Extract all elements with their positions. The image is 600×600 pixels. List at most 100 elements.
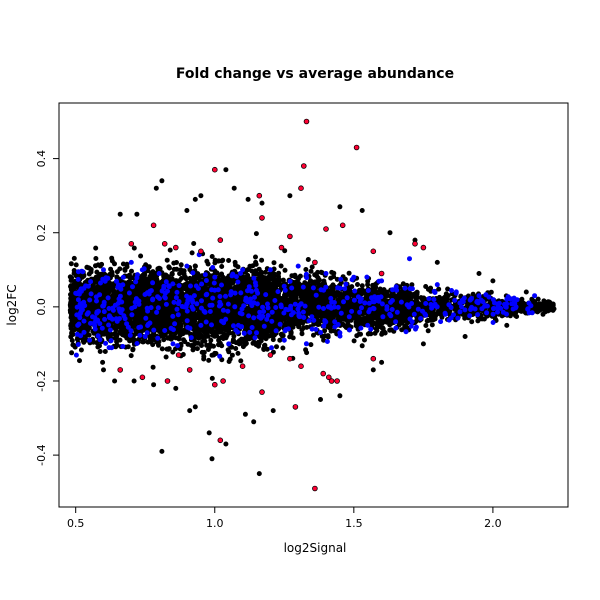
data-point xyxy=(279,333,285,339)
data-point xyxy=(140,339,146,345)
data-point xyxy=(226,349,232,355)
data-point xyxy=(255,339,261,345)
data-point xyxy=(346,270,352,276)
data-point xyxy=(308,268,314,274)
data-point xyxy=(292,274,298,280)
data-point xyxy=(418,295,424,301)
data-point xyxy=(69,350,75,356)
data-point xyxy=(259,257,265,263)
data-point xyxy=(359,343,365,349)
data-point xyxy=(201,353,207,359)
data-point xyxy=(388,327,394,333)
data-point xyxy=(310,332,316,338)
data-point xyxy=(200,338,206,344)
data-point xyxy=(436,286,442,292)
data-point xyxy=(183,329,189,335)
data-point xyxy=(277,337,283,343)
data-point xyxy=(210,343,216,349)
data-point xyxy=(188,342,194,348)
data-point xyxy=(100,359,106,365)
data-point xyxy=(325,334,331,340)
data-point xyxy=(469,319,475,325)
data-point xyxy=(183,276,189,282)
data-point xyxy=(161,337,167,343)
data-point xyxy=(282,248,288,254)
data-point xyxy=(367,330,373,336)
data-point xyxy=(189,250,195,256)
data-point xyxy=(488,289,494,295)
data-point xyxy=(276,270,282,276)
data-point xyxy=(282,267,288,273)
data-point xyxy=(77,358,83,364)
data-point xyxy=(238,358,244,364)
data-point xyxy=(216,337,222,343)
data-point xyxy=(166,265,172,271)
data-point xyxy=(97,348,103,354)
data-point xyxy=(138,253,144,259)
data-point xyxy=(226,257,232,263)
chart-title: Fold change vs average abundance xyxy=(176,66,454,82)
data-point xyxy=(164,257,170,263)
data-point xyxy=(359,283,365,289)
data-point xyxy=(351,338,357,344)
data-point xyxy=(278,263,284,269)
data-point xyxy=(78,347,84,353)
data-point xyxy=(111,331,117,337)
data-point xyxy=(190,347,196,353)
data-point xyxy=(423,283,429,289)
data-point xyxy=(204,342,210,348)
data-point xyxy=(229,352,235,358)
data-point xyxy=(399,327,405,333)
data-point xyxy=(361,337,367,343)
data-point xyxy=(256,266,262,272)
data-point xyxy=(535,296,541,302)
data-point xyxy=(301,325,307,331)
data-point xyxy=(308,342,314,348)
data-point xyxy=(93,245,99,251)
data-point xyxy=(69,337,75,343)
data-point xyxy=(150,364,156,370)
data-point xyxy=(171,334,177,340)
data-point xyxy=(219,343,225,349)
data-point xyxy=(209,352,215,358)
data-point xyxy=(95,262,101,268)
data-point xyxy=(236,341,242,347)
points-layer xyxy=(67,118,557,492)
data-point xyxy=(128,268,134,274)
data-point xyxy=(69,330,75,336)
data-point xyxy=(354,281,360,287)
data-point xyxy=(315,275,321,281)
data-point xyxy=(280,345,286,351)
data-point xyxy=(475,318,481,324)
data-point xyxy=(305,256,311,262)
data-point xyxy=(470,291,476,297)
data-point xyxy=(206,357,212,363)
data-point xyxy=(328,275,334,281)
data-point xyxy=(235,350,241,356)
data-point xyxy=(131,245,137,251)
data-point xyxy=(93,255,99,261)
data-point xyxy=(170,349,176,355)
data-point xyxy=(159,346,165,352)
data-point xyxy=(357,331,363,337)
data-point xyxy=(227,356,233,362)
data-point xyxy=(163,354,169,360)
data-point xyxy=(309,264,315,270)
data-point xyxy=(428,285,434,291)
data-point xyxy=(177,346,183,352)
data-point xyxy=(261,346,267,352)
data-point xyxy=(73,262,79,268)
data-point xyxy=(150,342,156,348)
data-point xyxy=(342,276,348,282)
data-point xyxy=(86,332,92,338)
data-point xyxy=(191,240,197,246)
data-point xyxy=(314,314,320,320)
data-point xyxy=(174,266,180,272)
data-point xyxy=(271,260,277,266)
data-point xyxy=(182,339,188,345)
data-point xyxy=(209,253,215,259)
data-point xyxy=(330,282,336,288)
data-point xyxy=(209,375,215,381)
data-point xyxy=(194,346,200,352)
